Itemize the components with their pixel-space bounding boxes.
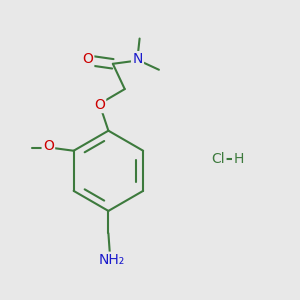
Text: H: H (233, 152, 244, 166)
Text: O: O (43, 139, 54, 153)
Text: NH₂: NH₂ (98, 253, 124, 267)
Text: O: O (94, 98, 105, 112)
Text: O: O (82, 52, 93, 66)
Text: N: N (132, 52, 143, 66)
Text: Cl: Cl (212, 152, 225, 166)
